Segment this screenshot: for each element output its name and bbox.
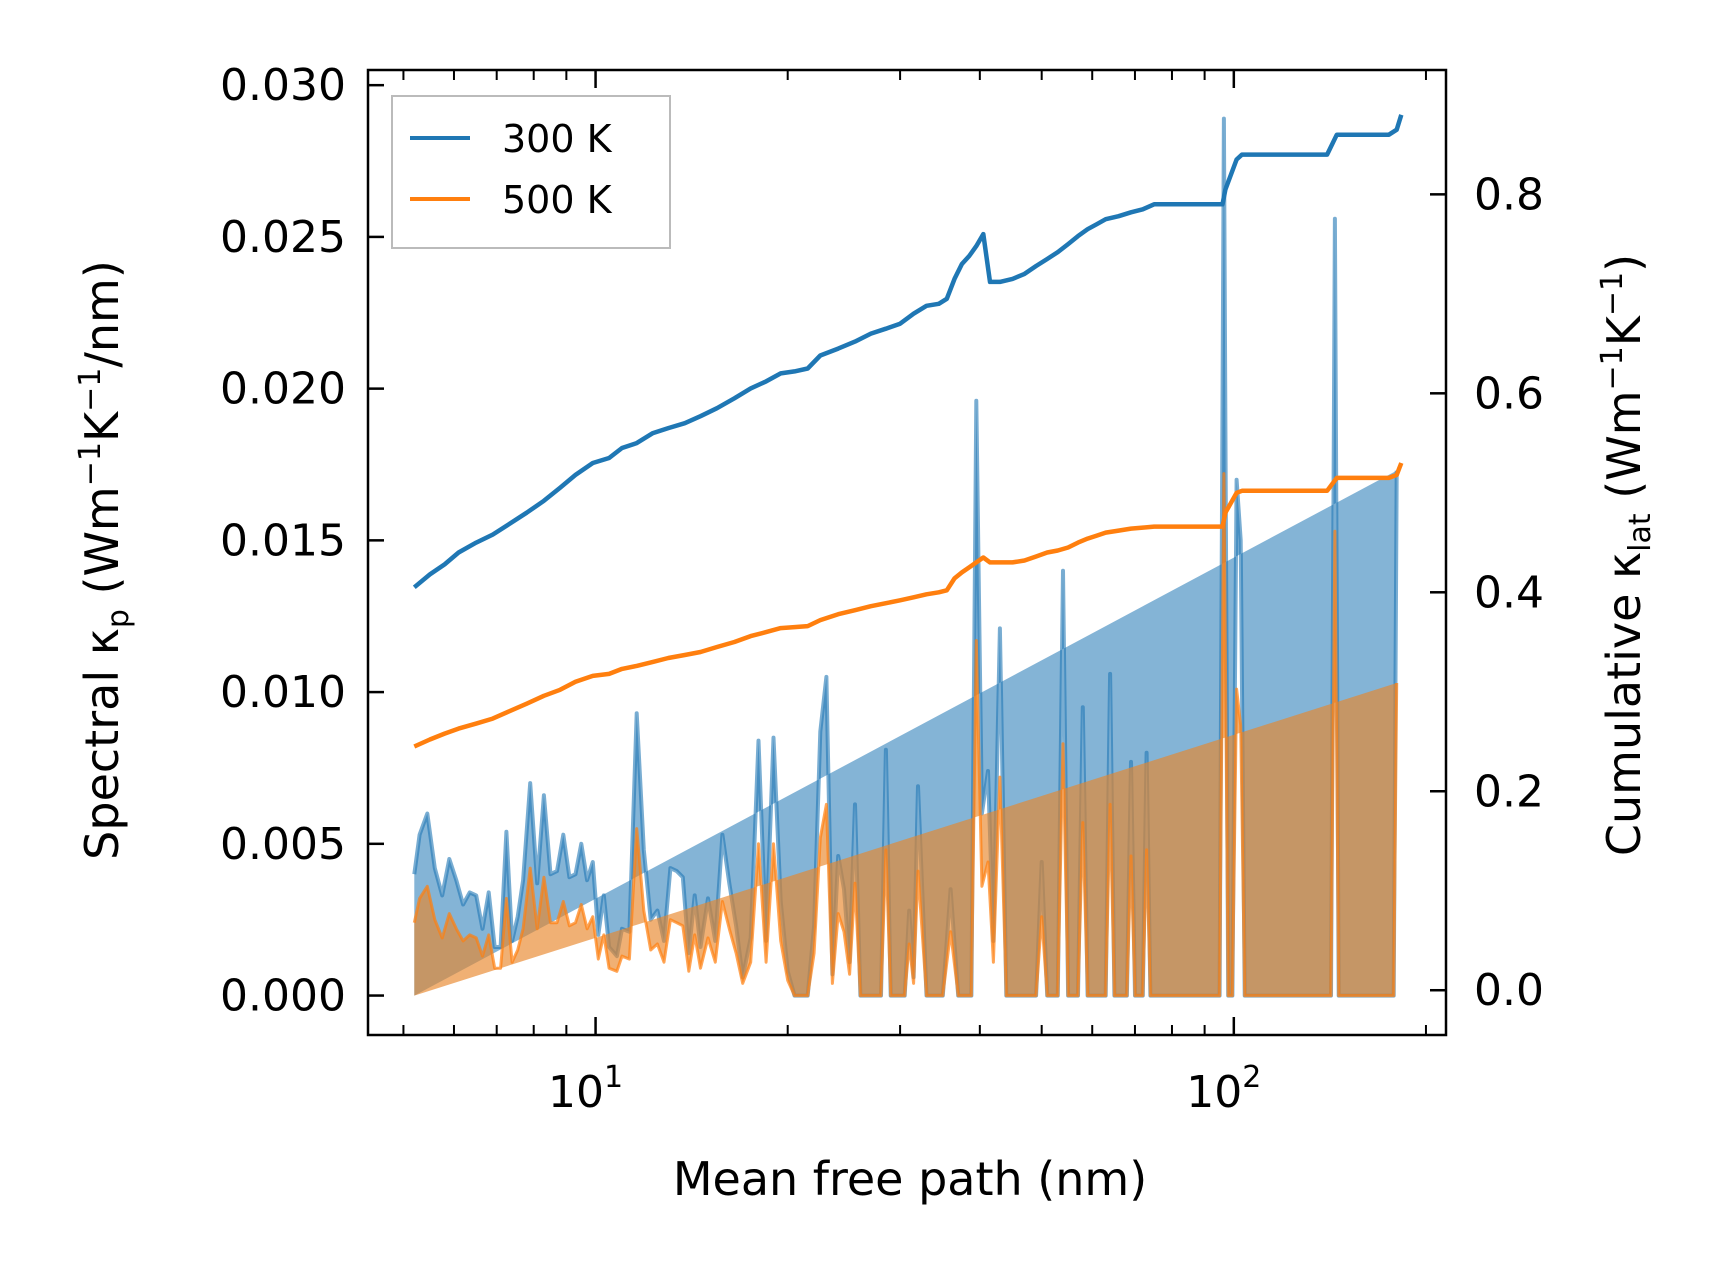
y-right-title-units-mid: K	[1597, 314, 1651, 346]
y-left-tick-label: 0.015	[220, 515, 346, 566]
y-right-tick-label: 0.8	[1474, 169, 1544, 220]
spectral-500k-area	[414, 473, 1397, 996]
y-right-title-exp1: −1	[1595, 346, 1630, 390]
y-left-tick-label: 0.005	[220, 819, 346, 870]
y-right-title-main: Cumulative κ	[1597, 552, 1651, 856]
cumulative-300k-line	[412, 114, 1404, 590]
y-left-tick-label: 0.025	[220, 212, 346, 263]
y-right-title-sub: lat	[1623, 513, 1658, 552]
y-left-tick-label: 0.000	[220, 971, 346, 1022]
y-right-tick-label: 0.0	[1474, 965, 1544, 1016]
plot-area	[412, 114, 1404, 998]
y-left-title-exp1: −1	[73, 442, 108, 486]
y-right-title-units-prefix: (Wm	[1597, 390, 1651, 498]
legend-label-300k: 300 K	[502, 117, 613, 161]
y-right-title-exp2: −1	[1595, 272, 1630, 316]
y-right-title-units-suffix: )	[1597, 254, 1651, 272]
y-left-title-units-suffix: /nm)	[75, 260, 129, 367]
y-left-title-units-mid: K	[75, 410, 129, 442]
y-left-title-units-prefix: (Wm	[75, 486, 129, 594]
y-left-tick-label: 0.030	[220, 60, 346, 111]
y-left-tick-label: 0.020	[220, 364, 346, 415]
y-left-title-main: Spectral κ	[75, 628, 129, 860]
spectral-500k-line	[412, 472, 1399, 998]
x-axis-title: Mean free path (nm)	[673, 1152, 1147, 1206]
axes: 0.000 0.005 0.010 0.015 0.020 0.025 0.030 0.0 0.…	[220, 60, 1544, 1118]
plot-frame	[366, 68, 1448, 1037]
y-right-tick-label: 0.6	[1474, 368, 1544, 419]
y-left-tick-label: 0.010	[220, 667, 346, 718]
legend: 300 K 500 K	[391, 95, 671, 249]
legend-box	[391, 95, 671, 249]
y-right-tick-label: 0.2	[1474, 766, 1544, 817]
x-tick-label: 102	[1186, 1060, 1261, 1118]
y-left-title-exp2: −1	[73, 368, 108, 412]
legend-label-500k: 500 K	[502, 178, 613, 222]
cumulative-500k-line	[413, 462, 1404, 749]
y-right-axis-title: Cumulative κlat (Wm−1K−1)	[1595, 254, 1658, 856]
y-left-title-sub: p	[101, 609, 136, 628]
plot-content	[412, 114, 1404, 998]
y-right-tick-label: 0.4	[1474, 567, 1544, 618]
x-tick-label: 101	[548, 1060, 623, 1118]
y-left-axis-title: Spectral κp (Wm−1K−1/nm)	[73, 260, 136, 860]
